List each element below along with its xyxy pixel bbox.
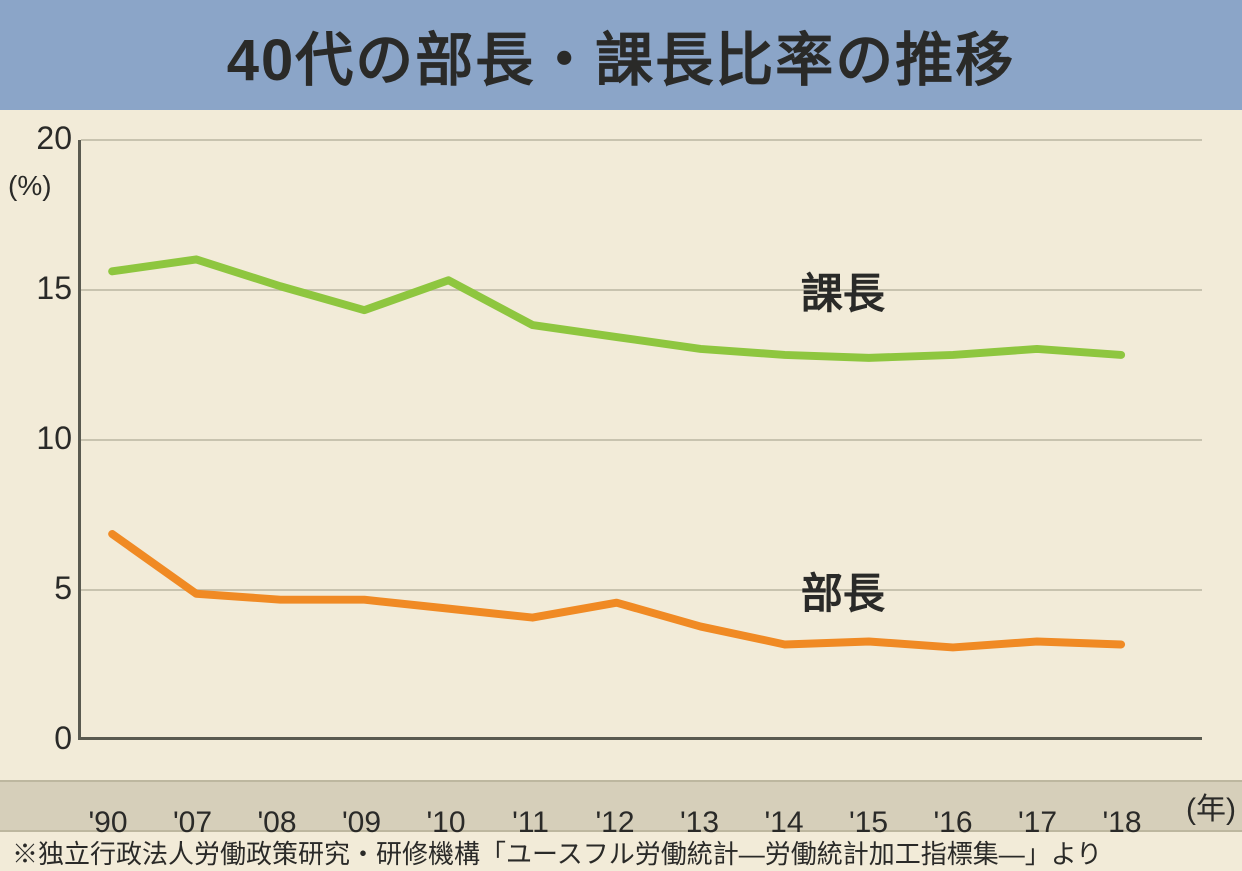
series-label-部長: 部長 — [801, 560, 885, 621]
plot-region — [78, 140, 1202, 740]
title-band: 40代の部長・課長比率の推移 — [0, 0, 1242, 110]
y-tick-label: 15 — [36, 270, 72, 307]
x-tick-label: '18 — [1102, 806, 1141, 840]
series-label-課長: 課長 — [801, 260, 885, 321]
x-axis-band: '90'07'08'09'10'11'12'13'14'15'16'17'18 … — [0, 780, 1242, 832]
x-unit-suffix: (年) — [1186, 784, 1236, 828]
source-footnote: ※独立行政法人労働政策研究・研修機構「ユースフル労働統計―労働統計加工指標集―」… — [12, 834, 1102, 871]
y-tick-label: 20 — [36, 120, 72, 157]
line-chart-svg — [81, 140, 1202, 737]
y-tick-label: 10 — [36, 420, 72, 457]
y-tick-label: 0 — [54, 720, 72, 757]
y-unit-label: (%) — [8, 170, 52, 202]
chart-area: 0 5 10 15 20 (%) 課長部長 — [0, 110, 1242, 780]
series-line-課長 — [112, 259, 1121, 358]
y-tick-label: 5 — [54, 570, 72, 607]
series-line-部長 — [112, 534, 1121, 647]
chart-title: 40代の部長・課長比率の推移 — [227, 13, 1016, 97]
